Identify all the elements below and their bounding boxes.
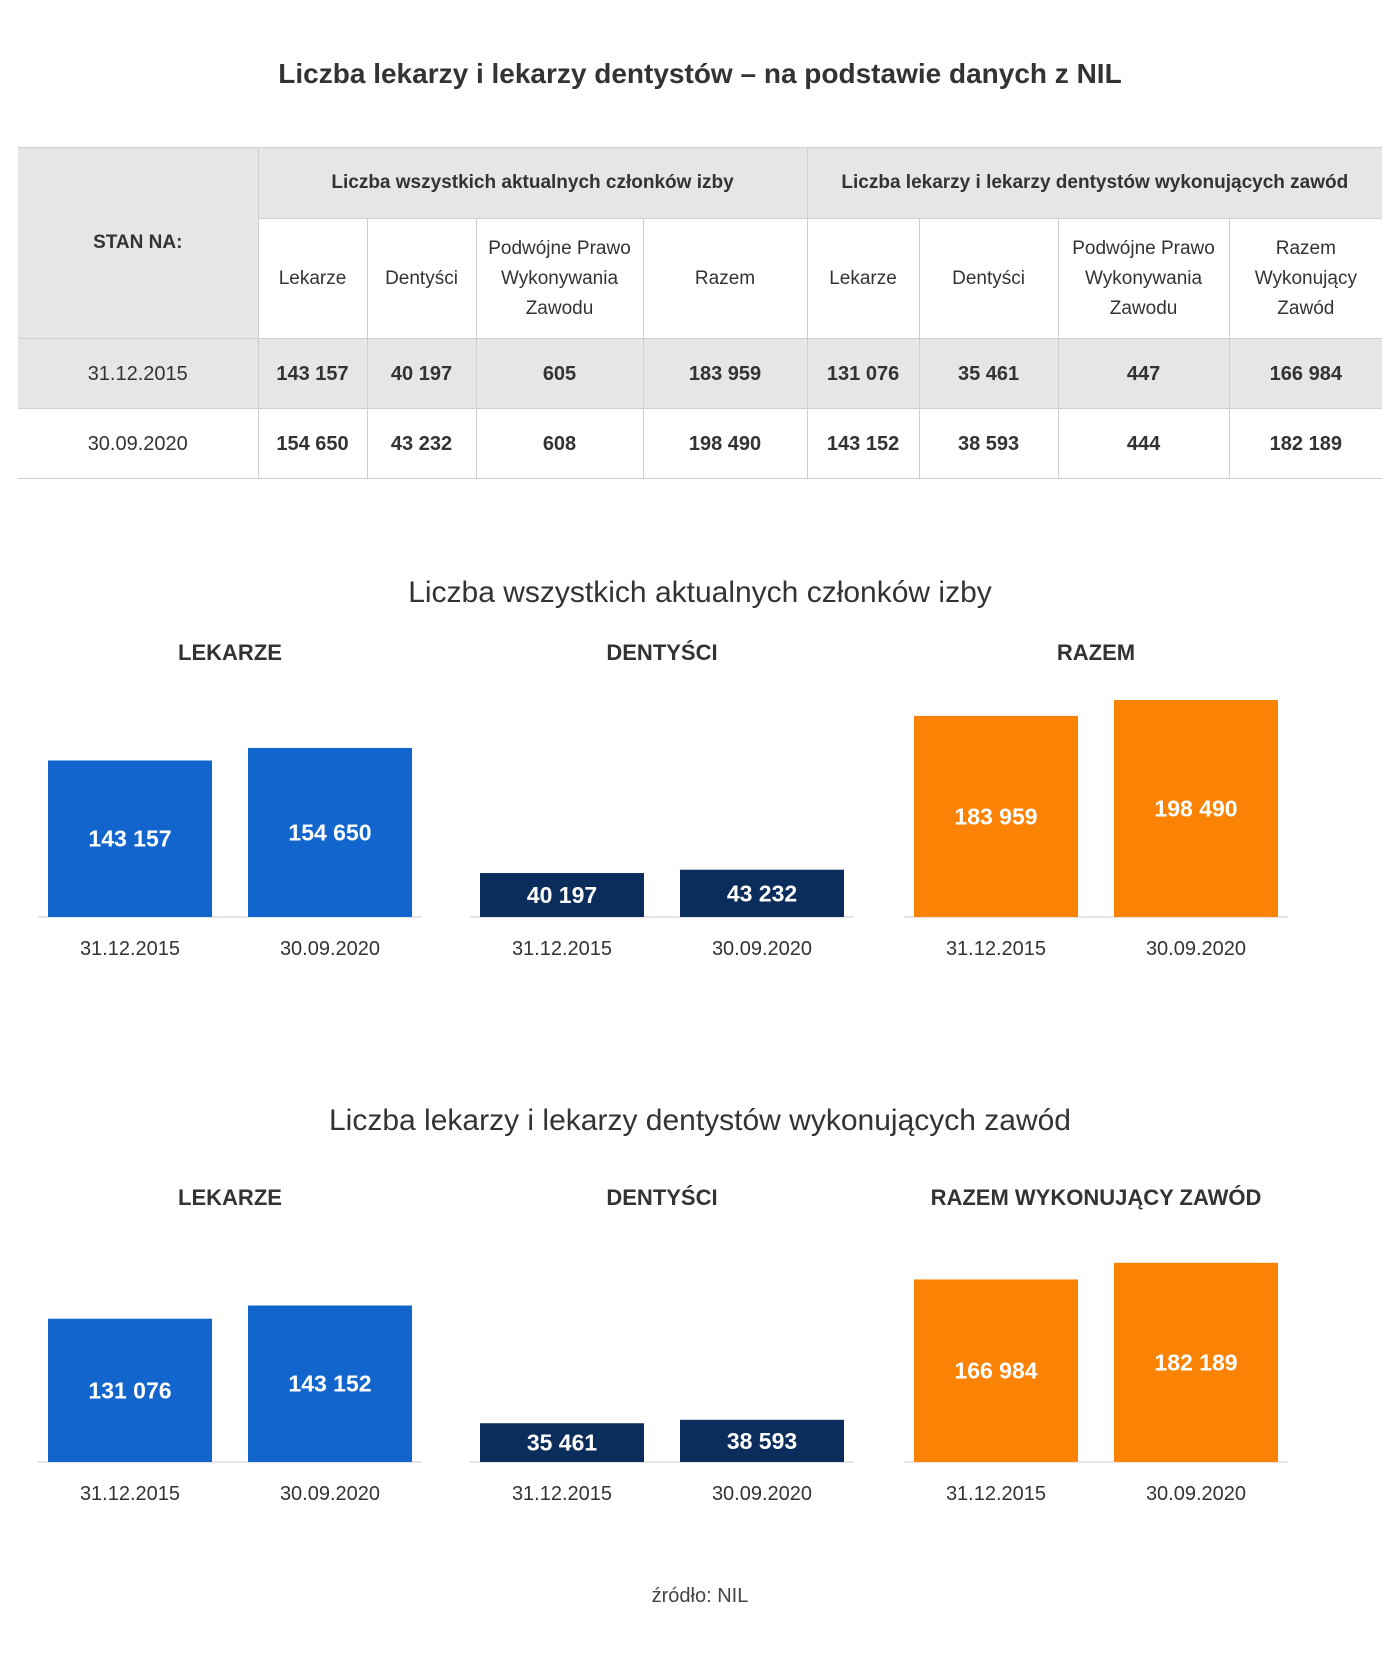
table-group-header: Liczba wszystkich aktualnych członków iz… xyxy=(257,147,808,219)
table-column-header: Dentyści xyxy=(918,218,1059,339)
chart-bar xyxy=(914,1279,1078,1462)
table-column-header: Lekarze xyxy=(257,218,368,339)
table-column-header-line: Zawodu xyxy=(525,297,594,319)
table-value-cell: 35 461 xyxy=(918,338,1059,409)
table-date-cell: 30.09.2020 xyxy=(18,408,259,479)
chart-bar-value-label: 35 461 xyxy=(527,1430,598,1456)
chart-bar xyxy=(680,869,844,917)
data-table: STAN NA: Liczba wszystkich aktualnych cz… xyxy=(18,147,1383,479)
table-column-header-line: Zawód xyxy=(1277,297,1335,319)
chart-group-label: DENTYŚCI xyxy=(606,1185,717,1210)
table-value-cell: 40 197 xyxy=(366,338,477,409)
chart-category-label: 30.09.2020 xyxy=(712,938,812,960)
table-column-header-line: Podwójne Prawo xyxy=(488,237,631,259)
chart-category-label: 31.12.2015 xyxy=(946,938,1046,960)
chart-bar xyxy=(248,747,412,917)
table-value-cell: 131 076 xyxy=(806,338,920,409)
chart-category-label: 31.12.2015 xyxy=(80,938,180,960)
table-corner-label: STAN NA: xyxy=(18,147,259,339)
table-value-cell: 182 189 xyxy=(1228,408,1383,479)
table-value-cell: 166 984 xyxy=(1228,338,1383,409)
chart-bar-value-label: 43 232 xyxy=(727,880,797,906)
table-value-cell: 605 xyxy=(475,338,644,409)
table-column-header-line: Podwójne Prawo xyxy=(1072,237,1215,259)
table-column-header-row: Lekarze Dentyści Podwójne Prawo Wykonywania… xyxy=(18,218,1383,339)
table-column-header-line: Zawodu xyxy=(1109,297,1178,319)
table-column-header-line: Wykonywania xyxy=(500,267,619,289)
chart-bar-value-label: 143 157 xyxy=(88,826,171,852)
table-column-header-line: Wykonywania xyxy=(1085,267,1203,289)
chart-category-label: 31.12.2015 xyxy=(512,1483,612,1505)
table-group-header: Liczba lekarzy i lekarzy dentystów wykon… xyxy=(806,147,1383,219)
chart-bar xyxy=(1114,1262,1278,1462)
table-column-header: Razem Wykonujący Zawód xyxy=(1228,218,1383,339)
table-value-cell: 198 490 xyxy=(642,408,808,479)
practicing-bar-chart: LEKARZE 131 076 31.12.2015 143 152 30.09.202… xyxy=(38,1185,1288,1505)
chart-bar-value-label: 183 959 xyxy=(954,803,1037,829)
chart-bar-value-label: 38 593 xyxy=(727,1428,797,1454)
chart-title: Liczba lekarzy i lekarzy dentystów wykon… xyxy=(329,1104,1071,1137)
table-column-header-line: Lekarze xyxy=(278,267,347,289)
table-value-cell: 43 232 xyxy=(366,408,477,479)
table-value-cell: 444 xyxy=(1057,408,1230,479)
table-date-cell: 31.12.2015 xyxy=(18,338,259,409)
chart-bar-value-label: 131 076 xyxy=(88,1377,171,1403)
chart-bar-value-label: 154 650 xyxy=(288,819,371,845)
chart-category-label: 30.09.2020 xyxy=(1146,1483,1246,1505)
chart-category-label: 30.09.2020 xyxy=(280,938,380,960)
chart-group-label: RAZEM xyxy=(1057,640,1135,665)
chart-category-label: 30.09.2020 xyxy=(280,1483,380,1505)
table-value-cell: 154 650 xyxy=(257,408,368,479)
table-value-cell: 183 959 xyxy=(642,338,808,409)
chart-group-label: RAZEM WYKONUJĄCY ZAWÓD xyxy=(931,1185,1262,1210)
chart-bar-value-label: 143 152 xyxy=(288,1371,371,1397)
chart-bar-value-label: 182 189 xyxy=(1154,1349,1237,1375)
table-column-header-line: Wykonujący xyxy=(1254,267,1357,289)
table-column-header-line: Dentyści xyxy=(385,267,458,289)
chart-bar-value-label: 166 984 xyxy=(954,1358,1037,1384)
chart-bar-value-label: 40 197 xyxy=(527,882,597,908)
chart-bar xyxy=(480,873,644,917)
table-column-header-line: Razem xyxy=(694,267,756,289)
table-row: 30.09.2020 154 650 43 232 608 198 490 143 152… xyxy=(18,408,1383,479)
chart-bar xyxy=(48,760,212,917)
chart-group-label: DENTYŚCI xyxy=(606,640,717,665)
table-column-header: Dentyści xyxy=(366,218,477,339)
table-value-cell: 143 157 xyxy=(257,338,368,409)
table-value-cell: 38 593 xyxy=(918,408,1059,479)
chart-category-label: 30.09.2020 xyxy=(1146,938,1246,960)
chart-bar xyxy=(1114,700,1278,917)
chart-category-label: 31.12.2015 xyxy=(946,1483,1046,1505)
chart-title: Liczba wszystkich aktualnych członków iz… xyxy=(408,576,992,609)
chart-bar xyxy=(914,715,1078,917)
chart-category-label: 31.12.2015 xyxy=(80,1483,180,1505)
table-value-cell: 143 152 xyxy=(806,408,920,479)
table-value-cell: 447 xyxy=(1057,338,1230,409)
chart-category-label: 30.09.2020 xyxy=(712,1483,812,1505)
chart-bar-value-label: 198 490 xyxy=(1154,796,1237,822)
chart-bar xyxy=(48,1318,212,1462)
table-column-header-line: Razem xyxy=(1275,237,1336,259)
table-column-header-line: Dentyści xyxy=(952,267,1025,289)
chart-bar xyxy=(248,1305,412,1462)
table-group-header-row: STAN NA: Liczba wszystkich aktualnych cz… xyxy=(18,147,1383,339)
chart-group-label: LEKARZE xyxy=(178,1185,282,1210)
chart-bar xyxy=(680,1419,844,1462)
table-value-cell: 608 xyxy=(475,408,644,479)
table-row: 31.12.2015 143 157 40 197 605 183 959 131 076… xyxy=(18,338,1383,409)
page-title: Liczba lekarzy i lekarzy dentystów – na … xyxy=(278,58,1122,89)
table-column-header: Razem xyxy=(642,218,808,339)
table-column-header-line: Lekarze xyxy=(829,267,897,289)
chart-group-label: LEKARZE xyxy=(178,640,282,665)
source-note: źródło: NIL xyxy=(651,1585,749,1607)
table-column-header: Lekarze xyxy=(806,218,920,339)
table-column-header: Podwójne Prawo Wykonywania Zawodu xyxy=(475,218,644,339)
chart-bar xyxy=(480,1423,644,1462)
members-bar-chart: LEKARZE 143 157 31.12.2015 154 650 30.09.202… xyxy=(38,640,1288,960)
table-column-header: Podwójne Prawo Wykonywania Zawodu xyxy=(1057,218,1230,339)
chart-category-label: 31.12.2015 xyxy=(512,938,612,960)
